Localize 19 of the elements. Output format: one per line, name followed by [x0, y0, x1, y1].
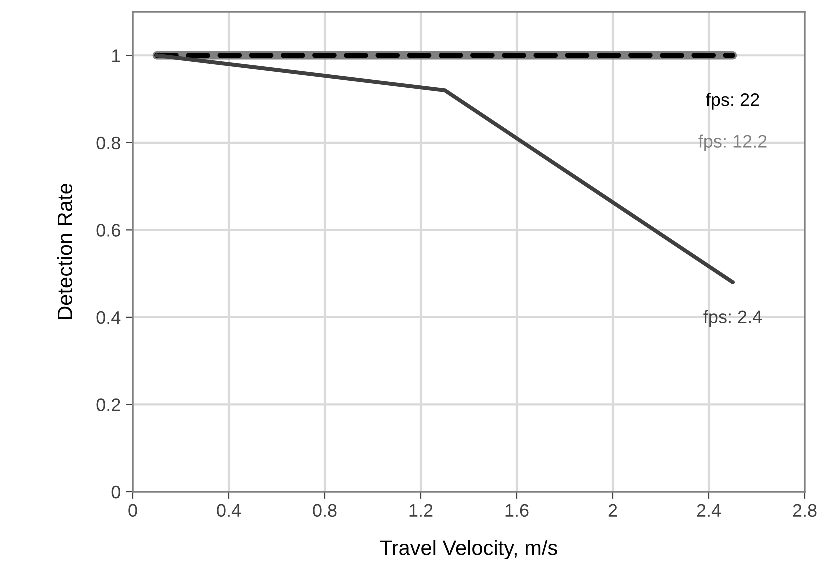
text: fps: 2.4	[704, 310, 762, 328]
x-tick-label: 0.8	[313, 504, 337, 518]
x-tick-label: 1.6	[506, 504, 529, 518]
text: fps: 22	[706, 93, 760, 110]
x-tick-label: 1.2	[410, 504, 433, 517]
text: fps: 12.2	[698, 134, 767, 152]
y-tick-label: 0.6	[96, 224, 120, 237]
y-axis-title: Detection Rate	[57, 184, 73, 320]
y-tick-label: 0.4	[96, 311, 121, 324]
x-tick-label: 2.4	[697, 504, 722, 517]
y-tick-label: 1	[112, 50, 120, 62]
x-tick-label: 0	[128, 504, 138, 518]
x-tick-label: 2.8	[793, 504, 817, 518]
x-tick-label: 2	[608, 504, 618, 517]
x-axis-title: Travel Velocity, m/s	[380, 540, 558, 560]
y-tick-label: 0.8	[96, 136, 120, 150]
y-tick-label: 0	[112, 486, 120, 499]
y-tick-label: 0.2	[96, 398, 120, 412]
x-tick-label: 0.4	[217, 504, 242, 518]
